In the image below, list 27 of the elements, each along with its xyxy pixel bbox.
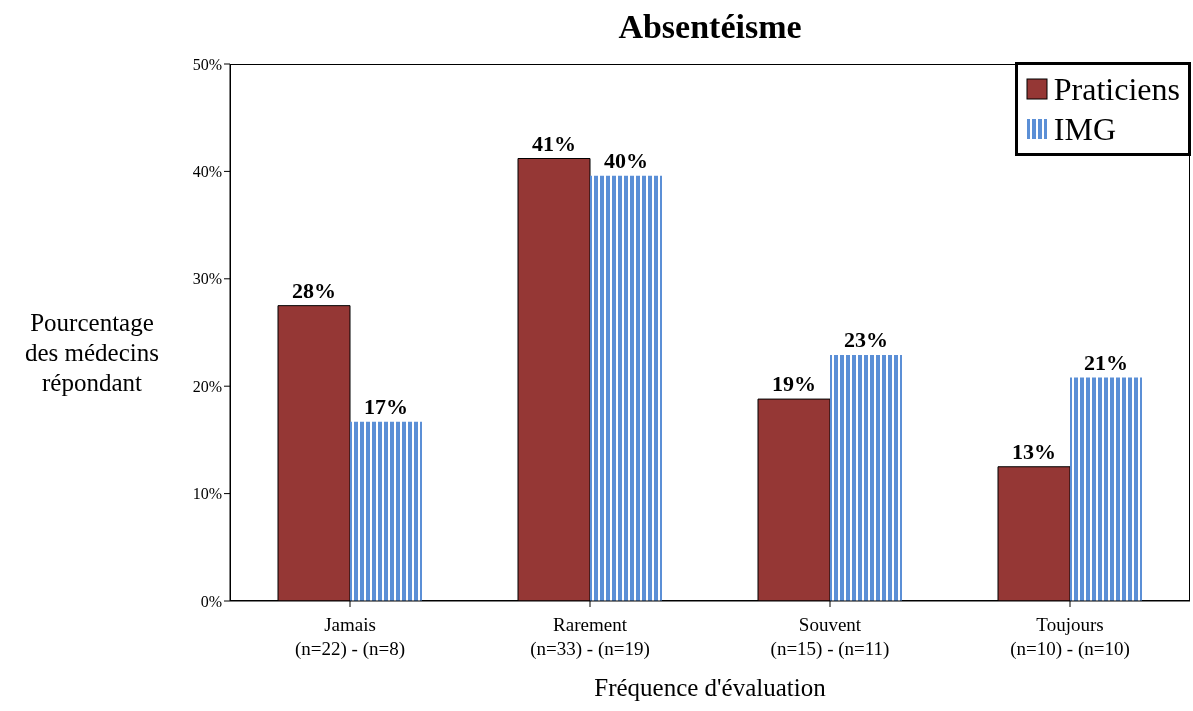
y-tick-label: 50%: [192, 55, 222, 73]
data-label: 41%: [532, 130, 576, 156]
bar: [830, 355, 902, 601]
x-tick-label: Rarement (n=33) - (n=19): [530, 614, 650, 660]
chart-title: Absentéisme: [617, 8, 803, 46]
y-tick-label: 0%: [200, 592, 222, 610]
y-axis-title: Pourcentage des médecins répondant: [24, 308, 160, 398]
data-label: 40%: [604, 147, 648, 173]
data-label: 13%: [1012, 438, 1056, 464]
bar: [1070, 377, 1142, 601]
bar: [350, 421, 422, 601]
y-tick-label: 40%: [192, 163, 222, 181]
data-label: 21%: [1084, 349, 1128, 375]
x-tick-label: Jamais (n=22) - (n=8): [294, 614, 406, 660]
data-label: 17%: [364, 393, 408, 419]
data-label: 28%: [292, 277, 336, 303]
bar: [590, 175, 662, 601]
data-label: 19%: [772, 371, 816, 397]
y-tick-label: 30%: [192, 270, 222, 288]
data-label: 23%: [844, 327, 888, 353]
x-axis-title: Fréquence d'évaluation: [593, 674, 827, 702]
legend-label: IMG: [1053, 110, 1117, 149]
x-tick-label: Toujours (n=10) - (n=10): [1010, 614, 1130, 660]
legend-label: Praticiens: [1053, 70, 1180, 109]
y-tick-label: 20%: [192, 377, 222, 395]
y-tick-label: 10%: [192, 485, 222, 503]
x-tick-label: Souvent (n=15) - (n=11): [770, 614, 890, 660]
